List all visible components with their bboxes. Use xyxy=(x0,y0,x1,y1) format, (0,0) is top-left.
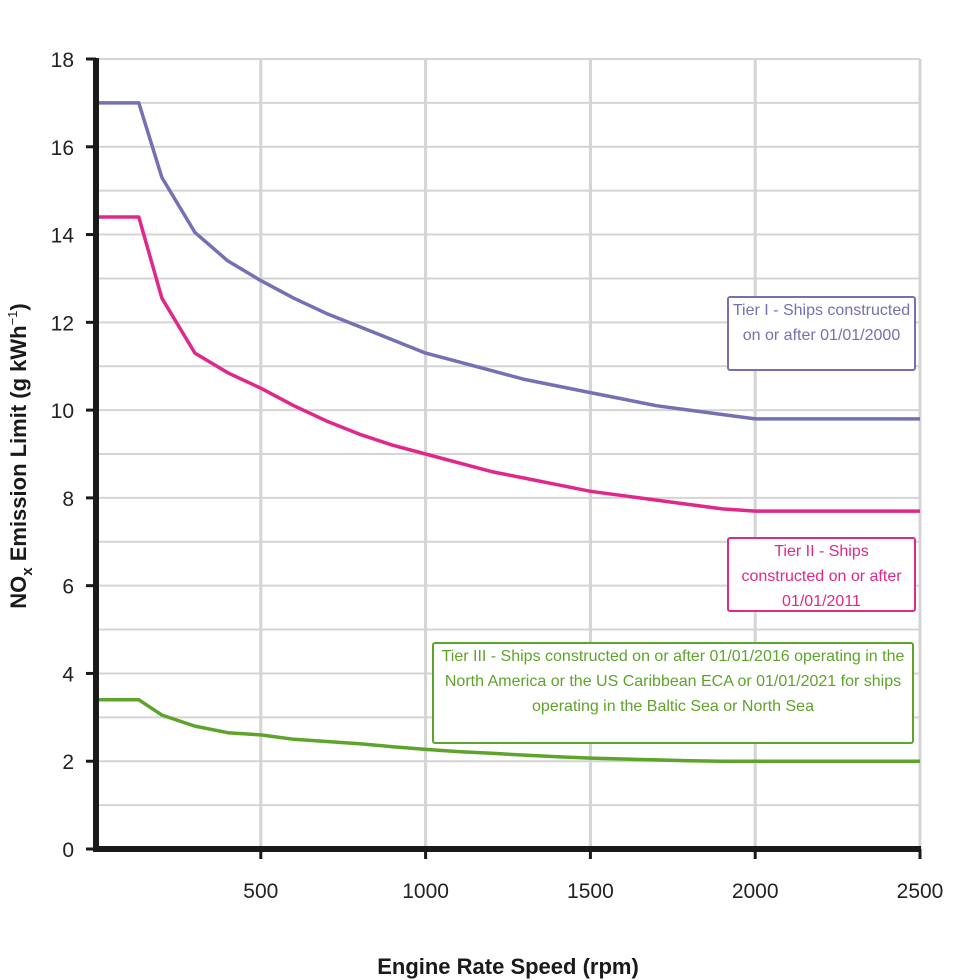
legend-tier2: Tier II - Ships constructed on or after … xyxy=(727,537,916,612)
series-lines xyxy=(96,101,920,763)
y-tick-label: 16 xyxy=(51,137,74,160)
x-tick-label: 2000 xyxy=(732,880,779,903)
y-tick-label: 8 xyxy=(62,488,74,511)
y-tick-label: 12 xyxy=(51,312,74,335)
tick-labels: 0 2 4 6 8 10 12 14 16 18 500 1000 1500 2000 2500 xyxy=(51,49,944,903)
y-tick-label: 2 xyxy=(62,751,74,774)
series-line-3 xyxy=(96,698,920,763)
x-tick-label: 2500 xyxy=(897,880,944,903)
x-tick-label: 500 xyxy=(243,880,278,903)
series-line-2 xyxy=(96,215,920,513)
x-axis-title: Engine Rate Speed (rpm) xyxy=(377,954,639,979)
y-tick-label: 10 xyxy=(51,400,74,423)
y-tick-label: 18 xyxy=(51,49,74,72)
legend-tier3: Tier III - Ships constructed on or after… xyxy=(432,642,914,744)
y-axis-title: NOx Emission Limit (g kWh−1) xyxy=(5,303,36,609)
axes xyxy=(86,57,922,859)
y-tick-label: 4 xyxy=(62,663,74,686)
x-tick-label: 1500 xyxy=(567,880,614,903)
series-line-1 xyxy=(96,101,920,421)
x-tick-label: 1000 xyxy=(402,880,449,903)
legend-tier1: Tier I - Ships constructed on or after 0… xyxy=(727,296,916,371)
y-tick-label: 14 xyxy=(51,225,75,248)
y-tick-label: 0 xyxy=(62,839,74,862)
y-tick-label: 6 xyxy=(62,576,74,599)
